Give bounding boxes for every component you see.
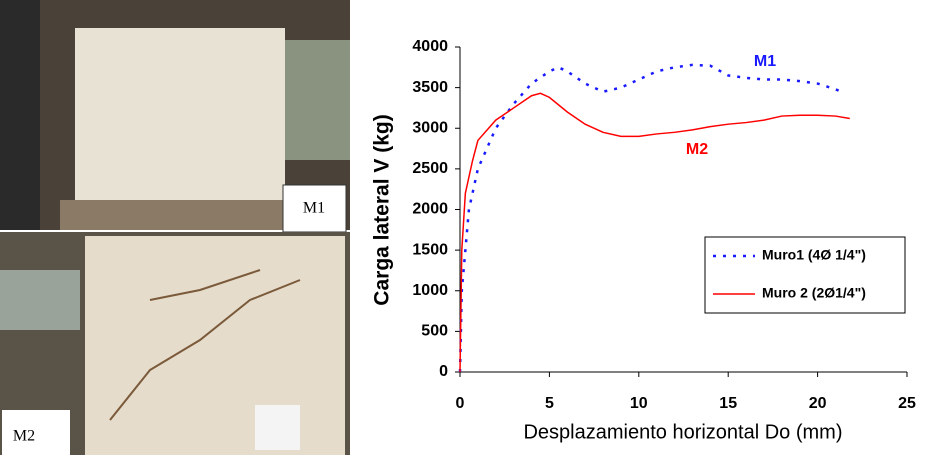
legend-label: Muro1 (4Ø 1/4") (762, 247, 866, 263)
x-tick-label: 5 (545, 395, 554, 412)
y-tick-label: 4000 (412, 38, 448, 55)
chart: 0 500 1000 1500 2000 2500 3000 3500 4000 0 5 10 15 20… (371, 38, 916, 443)
x-tick-label: 20 (809, 395, 827, 412)
y-tick-label: 2000 (412, 201, 448, 218)
y-tick-label: 2500 (412, 160, 448, 177)
photo-m1: M1 (0, 0, 350, 232)
legend-label: Muro 2 (2Ø1/4") (762, 285, 866, 301)
x-tick-label: 25 (898, 395, 916, 412)
photo-label: M2 (13, 428, 35, 445)
y-tick-label: 3500 (412, 79, 448, 96)
series-line (460, 65, 841, 372)
y-tick-label: 1500 (412, 241, 448, 258)
y-tick-label: 1000 (412, 282, 448, 299)
y-axis-label: Carga lateral V (kg) (371, 114, 394, 305)
page: M1 M2 0 500 1000 1500 2000 2500 3000 3500 4000 0 5… (0, 0, 935, 460)
series-line (460, 93, 850, 372)
x-axis-label: Desplazamiento horizontal Do (mm) (523, 421, 842, 443)
x-tick-label: 10 (630, 395, 648, 412)
y-tick-label: 500 (421, 323, 448, 340)
figure: M1 M2 0 500 1000 1500 2000 2500 3000 3500 4000 0 5… (0, 0, 935, 455)
y-tick-label: 3000 (412, 119, 448, 136)
annotation: M2 (686, 141, 708, 158)
y-tick-label: 0 (439, 363, 448, 380)
photo-m2: M2 (0, 232, 350, 455)
x-tick-label: 15 (719, 395, 737, 412)
annotation: M1 (754, 53, 776, 70)
photo-label: M1 (303, 200, 325, 217)
x-tick-label: 0 (456, 395, 465, 412)
